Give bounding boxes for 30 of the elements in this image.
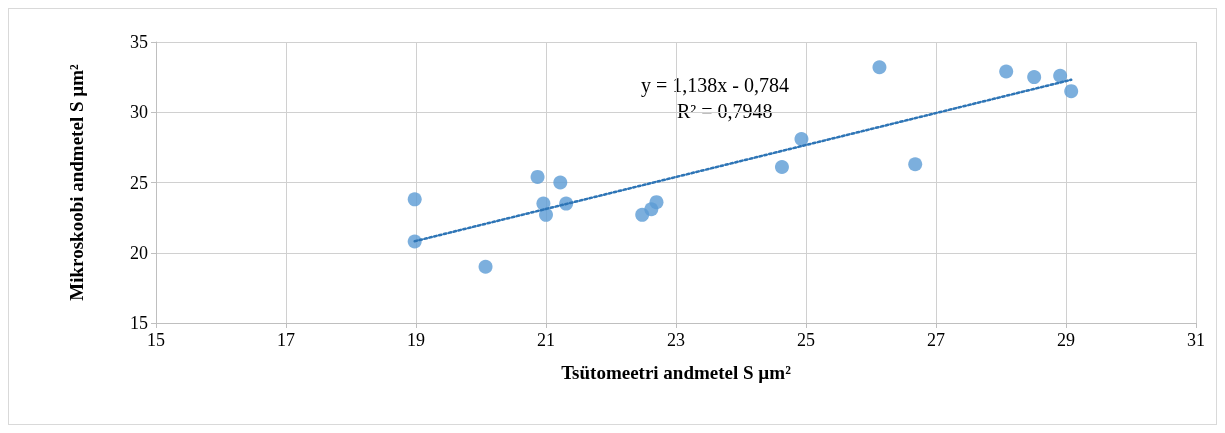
point — [649, 195, 664, 210]
point — [872, 60, 887, 75]
annotation: y = 1,138x - 0,784 — [641, 74, 789, 97]
point — [530, 169, 545, 184]
x-tick-label: 15 — [147, 330, 165, 350]
x-tick-label: 23 — [667, 330, 685, 350]
point — [1053, 68, 1068, 83]
point — [794, 131, 809, 146]
y-tick-label: 30 — [130, 102, 148, 123]
y-tick-label: 15 — [130, 313, 148, 333]
y-tick-label: 25 — [130, 172, 148, 193]
point — [908, 157, 923, 172]
point — [1027, 70, 1042, 85]
point — [774, 160, 789, 175]
x-tick-label: 17 — [277, 330, 295, 350]
point — [478, 259, 493, 274]
x-tick-label: 21 — [537, 330, 555, 350]
point — [407, 192, 422, 207]
x-tick-label: 27 — [927, 330, 945, 350]
point — [1064, 84, 1079, 99]
point — [553, 175, 568, 190]
y-axis-title: Mikroskoobi andmetel S µm² — [66, 64, 87, 301]
y-tick-label: 20 — [130, 242, 148, 263]
x-tick-label: 29 — [1057, 330, 1075, 350]
x-tick-label: 31 — [1187, 330, 1205, 350]
x-tick-label: 19 — [407, 330, 425, 350]
x-axis-title: Tsütomeetri andmetel S µm² — [561, 362, 792, 383]
x-tick-label: 25 — [797, 330, 815, 350]
y-tick-label: 35 — [130, 32, 148, 52]
point — [999, 64, 1014, 79]
